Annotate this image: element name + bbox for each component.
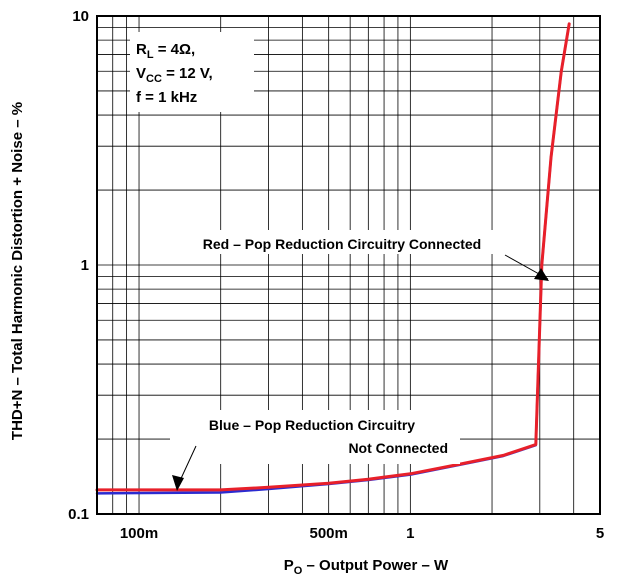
y-tick-label: 10: [72, 8, 89, 25]
annotation-red-label: Red – Pop Reduction Circuitry Connected: [203, 236, 481, 252]
y-tick-label: 0.1: [68, 506, 89, 523]
conditions-box: [130, 32, 254, 112]
x-tick-label: 500m: [309, 525, 347, 542]
condition-line: f = 1 kHz: [136, 89, 197, 106]
y-tick-label: 1: [81, 257, 89, 274]
conditions-text: RL = 4Ω, VCC = 12 V, f = 1 kHz: [136, 41, 213, 106]
condition-line: VCC = 12 V,: [136, 65, 213, 85]
annotation-red-bg: [150, 230, 534, 254]
plot-frame: [96, 15, 601, 515]
annotation-blue-arrowhead: [172, 475, 184, 491]
y-axis-label: THD+N – Total Harmonic Distortion + Nois…: [9, 102, 26, 440]
x-tick-label: 1: [406, 525, 414, 542]
x-tick-label: 100m: [120, 525, 158, 542]
annotation-blue-bg: [170, 410, 460, 464]
annotation-red-arrowhead: [534, 268, 549, 281]
condition-line: RL = 4Ω,: [136, 41, 195, 61]
x-tick-label: 5: [596, 525, 604, 542]
tick-labels: 100m 500m 1 5 0.1 1 10: [68, 8, 604, 542]
annotation-blue-label-line1: Blue – Pop Reduction Circuitry: [209, 417, 415, 433]
annotation-blue-label-line2: Not Connected: [348, 440, 448, 456]
series-lines: [95, 22, 571, 495]
x-axis-label: PO – Output Power – W: [284, 557, 449, 577]
series-line-red: [95, 22, 571, 492]
